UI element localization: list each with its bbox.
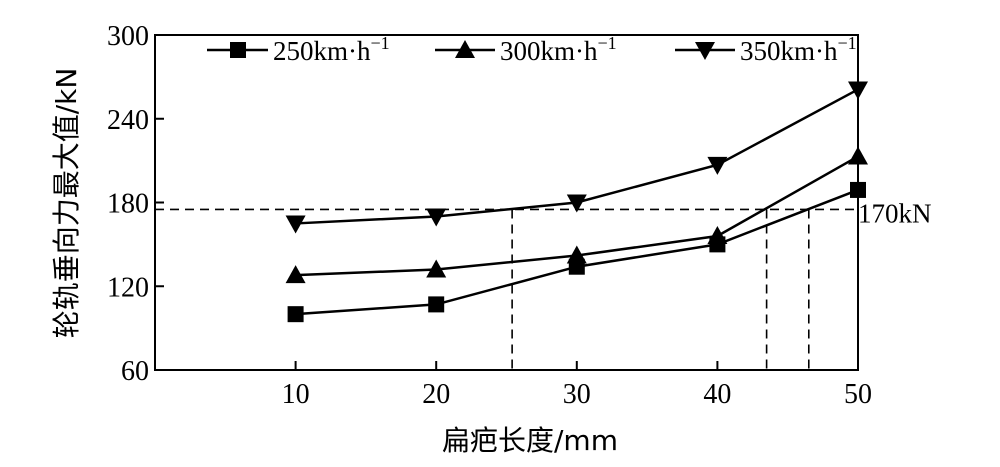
x-axis-title: 扁疤长度/mm <box>442 424 618 457</box>
legend-entry-1: 300km·h−1 <box>435 33 617 66</box>
y-tick-label: 60 <box>121 356 149 387</box>
data-point <box>707 156 728 175</box>
y-tick-label: 180 <box>107 189 149 220</box>
y-tick-label: 300 <box>107 21 149 52</box>
legend-label-text: 300km·h <box>500 36 598 66</box>
data-point <box>287 306 304 323</box>
data-point <box>850 181 866 198</box>
data-point <box>566 194 587 213</box>
y-tick-label: 120 <box>107 272 149 303</box>
legend-label-text: 350km·h <box>740 36 838 66</box>
legend-marker <box>455 40 475 58</box>
data-point <box>428 296 445 313</box>
series-2 <box>285 81 868 234</box>
legend-label: 300km·h−1 <box>500 33 617 66</box>
data-point <box>426 259 447 278</box>
x-tick-label: 40 <box>703 379 731 410</box>
legend-label-sup: −1 <box>598 33 617 53</box>
y-tick-label: 240 <box>107 105 149 136</box>
data-point <box>848 81 868 100</box>
legend-label-text: 250km·h <box>273 36 371 66</box>
legend-label-sup: −1 <box>371 33 390 53</box>
data-point <box>426 208 447 227</box>
reference-line-label: 170kN <box>858 198 932 228</box>
x-tick-label: 30 <box>563 379 591 410</box>
x-tick-label: 10 <box>282 379 310 410</box>
legend-entry-2: 350km·h−1 <box>675 33 857 66</box>
data-point <box>566 245 587 264</box>
data-point <box>707 226 728 244</box>
data-point <box>285 265 306 284</box>
axes: 10 20 30 40 50 60 120 180 240 300 <box>107 21 872 410</box>
x-tick-label: 50 <box>844 379 872 410</box>
legend-marker <box>230 42 246 58</box>
legend-label: 250km·h−1 <box>273 33 390 66</box>
data-point <box>848 146 868 165</box>
y-axis-title: 轮轨垂向力最大值/kN <box>50 68 83 339</box>
legend-label-sup: −1 <box>838 33 857 53</box>
legend-label: 350km·h−1 <box>740 33 857 66</box>
series-layer <box>285 81 868 323</box>
plot-frame <box>154 34 859 371</box>
data-point <box>285 215 306 234</box>
series-1 <box>285 146 868 284</box>
x-tick-label: 20 <box>422 379 450 410</box>
legend: 250km·h−1 300km·h−1 350km·h−1 <box>207 33 857 66</box>
reference-lines: 170kN <box>155 198 932 370</box>
legend-entry-0: 250km·h−1 <box>207 33 390 66</box>
legend-marker <box>695 42 715 60</box>
